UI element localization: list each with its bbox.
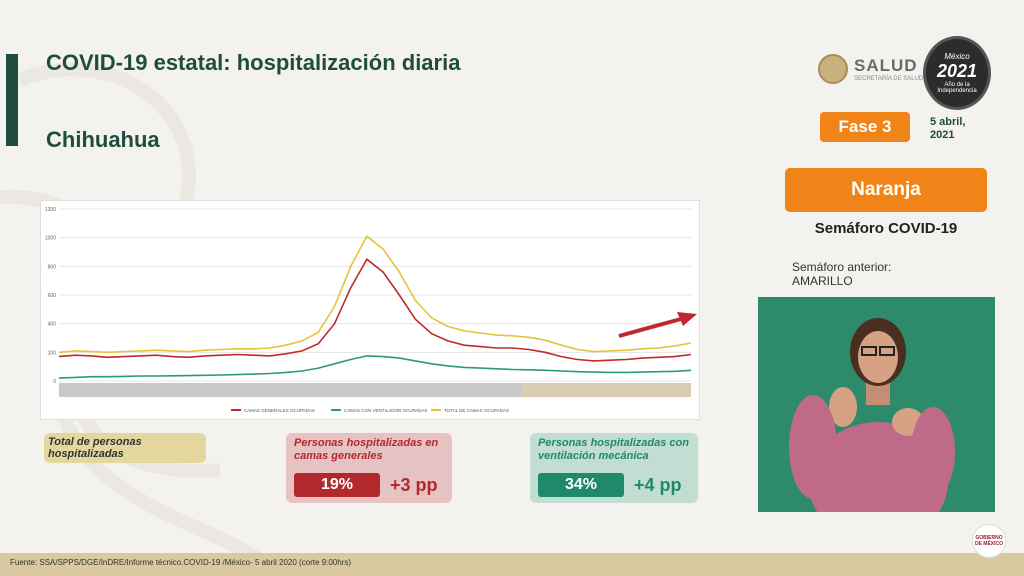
footer-bar: Fuente: SSA/SPPS/DGE/InDRE/Informe técni… [0, 553, 1024, 576]
trend-arrow-icon [618, 312, 697, 338]
mexico-seal-icon [818, 54, 848, 84]
emblem-subtitle: Año de la Independencia [937, 82, 977, 94]
semaforo-color-badge: Naranja [785, 168, 987, 212]
general-beds-label: Personas hospitalizadas en camas general… [294, 437, 439, 462]
legend-label: CAMAS GENERALES OCUPADAS [244, 408, 315, 413]
interpreter-figure-icon [758, 297, 995, 512]
y-tick-label: 400 [48, 322, 57, 328]
semaforo-prev-label: Semáforo anterior: [792, 260, 892, 274]
series-line-1 [58, 355, 692, 379]
fase-badge: Fase 3 [820, 112, 910, 142]
chart-svg: 0 200 400 600 800 1000 1200 CAMAS GENERALES OCU… [45, 207, 697, 413]
x-axis-recent-band [521, 383, 691, 397]
general-beds-card: Personas hospitalizadas en camas general… [286, 433, 452, 503]
y-tick-label: 1200 [45, 207, 56, 213]
salud-name: SALUD [854, 56, 918, 75]
legend-label: CAMAS CON VENTILADOR OCUPADAS [344, 408, 427, 413]
y-tick-label: 200 [48, 350, 57, 356]
footer-source: Fuente: SSA/SPPS/DGE/InDRE/Informe técni… [10, 558, 352, 567]
ventilator-card: Personas hospitalizadas con ventilación … [530, 433, 698, 503]
general-beds-value: 19% [294, 473, 380, 497]
report-date: 5 abril, 2021 [930, 116, 966, 141]
semaforo-prev-value: AMARILLO [792, 274, 853, 288]
series-line-2 [58, 234, 692, 354]
y-tick-label: 600 [48, 293, 57, 299]
sign-language-video [758, 297, 995, 512]
ventilator-delta: +4 pp [634, 475, 682, 495]
legend-label: TOTAL DE CAMAS OCUPADAS [444, 408, 509, 413]
gobierno-logo: GOBIERNO DE MÉXICO [972, 524, 1006, 558]
salud-subtitle: SECRETARÍA DE SALUD [854, 76, 924, 82]
emblem-2021-logo: México 2021 Año de la Independencia [923, 36, 991, 110]
page-title: COVID-19 estatal: hospitalización diaria [46, 50, 461, 75]
series-line-0 [58, 257, 692, 362]
y-tick-label: 1000 [45, 236, 56, 242]
y-tick-label: 0 [53, 379, 56, 385]
state-name: Chihuahua [46, 127, 160, 152]
semaforo-label: Semáforo COVID-19 [814, 220, 958, 237]
total-hospitalized-card: Total de personas hospitalizadas [44, 433, 206, 463]
salud-logo: SALUD SECRETARÍA DE SALUD [818, 54, 923, 84]
general-beds-delta: +3 pp [390, 475, 438, 495]
ventilator-label: Personas hospitalizadas con ventilación … [538, 437, 689, 462]
ventilator-value: 34% [538, 473, 624, 497]
emblem-country: México [944, 52, 970, 61]
accent-bar [6, 54, 18, 146]
y-tick-label: 800 [48, 264, 57, 270]
hospitalization-chart: 0 200 400 600 800 1000 1200 CAMAS GENERALES OCU… [40, 200, 700, 420]
emblem-year: 2021 [936, 61, 978, 81]
total-hospitalized-label: Total de personas hospitalizadas [48, 436, 142, 460]
